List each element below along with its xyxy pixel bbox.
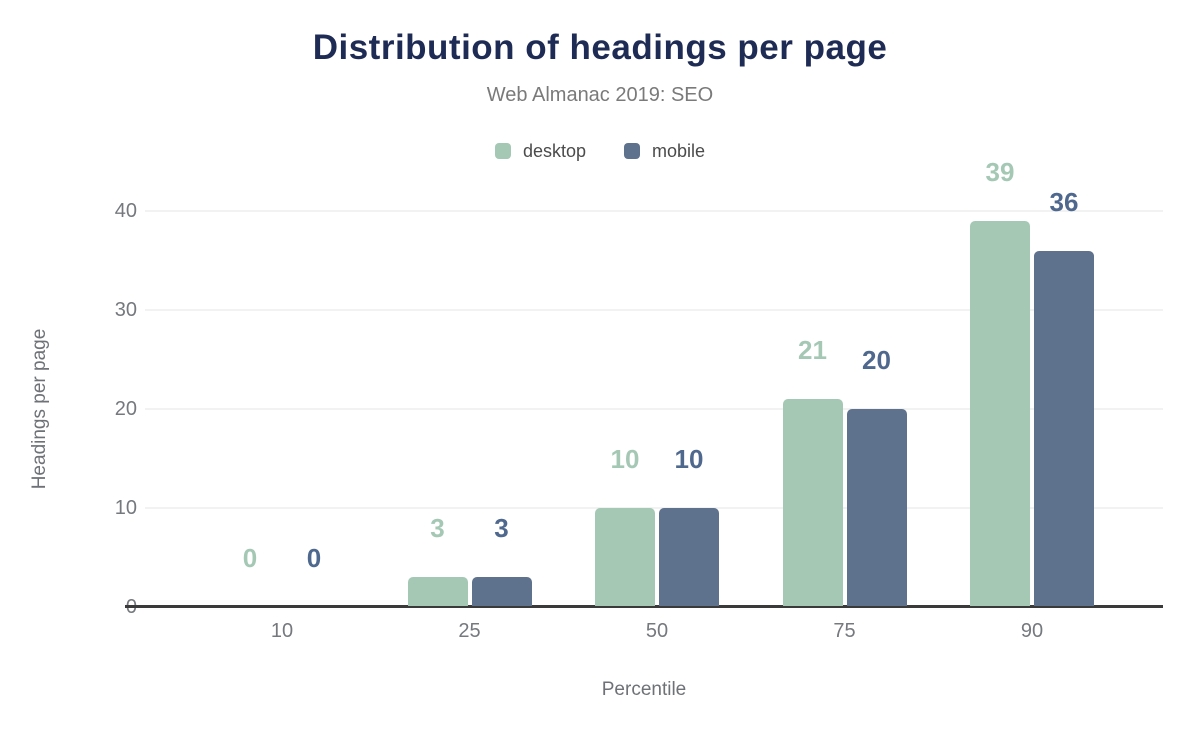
chart-title: Distribution of headings per page: [312, 28, 888, 67]
y-tick-label-30: 30: [114, 299, 137, 321]
bar-value-desktop-p25: 3: [430, 513, 445, 544]
x-axis-line: [125, 605, 1163, 608]
gridline-y-10: [145, 507, 1163, 509]
bar-value-desktop-p10: 0: [242, 543, 258, 573]
y-tick-label-20: 20: [114, 398, 137, 420]
bar-value-mobile-p10: 0: [306, 543, 322, 573]
mobile-legend-swatch-icon: [624, 143, 640, 159]
legend-label-mobile: mobile: [652, 140, 706, 161]
gridline-y-30: [145, 309, 1163, 311]
x-tick-label-75: 75: [833, 620, 856, 642]
bar-value-mobile-p75: 20: [862, 345, 891, 375]
desktop-legend-swatch-icon: [494, 143, 511, 159]
bar-value-desktop-p90: 39: [985, 156, 1015, 187]
bar-desktop-p90[interactable]: [970, 220, 1030, 606]
bar-value-mobile-p50: 10: [674, 444, 704, 474]
bar-desktop-p50[interactable]: [595, 508, 655, 606]
bar-value-desktop-p50: 10: [610, 444, 640, 474]
legend-label-desktop: desktop: [522, 140, 586, 161]
bar-desktop-p25[interactable]: [407, 577, 468, 606]
legend-item-desktop[interactable]: desktop: [494, 140, 586, 162]
gridline-y-20: [145, 408, 1163, 410]
y-axis-title: Headings per page: [29, 328, 50, 490]
y-tick-label-10: 10: [114, 497, 137, 519]
legend: desktop mobile: [0, 138, 1200, 164]
x-tick-label-50: 50: [645, 620, 669, 642]
legend-item-mobile[interactable]: mobile: [624, 141, 705, 162]
y-tick-label-40: 40: [114, 200, 137, 222]
x-axis-title: Percentile: [601, 679, 687, 700]
x-tick-label-25: 25: [458, 620, 481, 642]
bar-value-desktop-p75: 21: [798, 335, 827, 366]
bar-mobile-p25[interactable]: [471, 577, 532, 606]
x-tick-label-90: 90: [1020, 620, 1044, 642]
bar-mobile-p90[interactable]: [1034, 250, 1094, 606]
bar-mobile-p75[interactable]: [846, 409, 907, 606]
bar-mobile-p50[interactable]: [659, 508, 719, 606]
x-tick-label-10: 10: [270, 620, 294, 642]
gridline-y-40: [145, 210, 1163, 212]
chart-subtitle: Web Almanac 2019: SEO: [486, 84, 714, 106]
bar-value-mobile-p90: 36: [1049, 186, 1079, 217]
bar-desktop-p75[interactable]: [782, 399, 843, 606]
bar-value-mobile-p25: 3: [494, 513, 509, 544]
